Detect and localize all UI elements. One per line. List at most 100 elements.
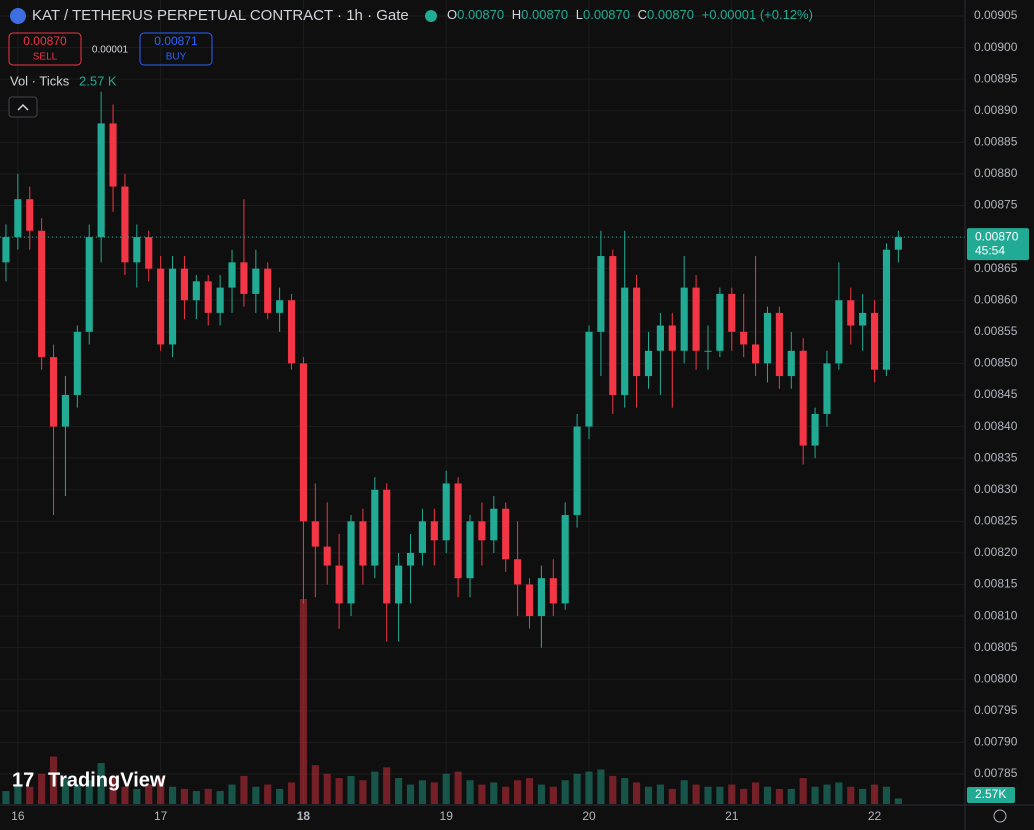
y-tick-label: 0.00885 <box>974 135 1018 149</box>
volume-bar <box>502 786 510 804</box>
candle-body <box>823 363 831 414</box>
volume-bar <box>335 778 343 804</box>
volume-bar <box>728 784 736 804</box>
label: C <box>638 7 647 22</box>
settings-icon[interactable] <box>993 809 1007 823</box>
candle-body <box>644 350 653 377</box>
y-tick-label: 0.00865 <box>974 261 1018 275</box>
y-tick-label: 0.00825 <box>974 514 1018 528</box>
candle-body <box>692 287 700 351</box>
collapse-button[interactable] <box>8 96 38 118</box>
volume-bar <box>585 771 593 804</box>
x-tick-label: 19 <box>440 809 454 823</box>
candle-body <box>406 552 415 566</box>
candle-body <box>276 300 284 313</box>
candle-body <box>597 256 605 332</box>
volume-bar <box>347 775 355 804</box>
candle-body <box>811 413 819 446</box>
volume-bar <box>299 599 307 804</box>
x-tick-label: 21 <box>725 809 739 823</box>
volume-bar <box>109 775 117 804</box>
volume-value: 2.57 K <box>79 73 117 88</box>
candle-body <box>97 123 105 238</box>
volume-bar <box>811 786 819 804</box>
spread: 0.00001 <box>92 45 129 56</box>
logo-mark: 17 <box>12 769 34 791</box>
volume-bar <box>252 786 260 804</box>
candle-body <box>299 363 307 522</box>
candle-body <box>61 395 70 427</box>
volume-bar <box>228 784 236 804</box>
y-tick-label: 0.00900 <box>974 40 1018 54</box>
candle-body <box>73 331 81 395</box>
candle-body <box>775 312 783 377</box>
value: 0.00870 <box>647 7 694 22</box>
label: O <box>447 7 457 22</box>
candle-body <box>109 123 117 187</box>
volume-bar <box>763 786 772 804</box>
candle-body <box>347 521 355 604</box>
x-tick-label: 18 <box>297 809 311 823</box>
candle-body <box>549 578 557 604</box>
volume-bar <box>2 791 10 804</box>
volume-bar <box>668 788 676 804</box>
y-tick-label: 0.00800 <box>974 671 1018 685</box>
volume-bar <box>216 791 224 804</box>
volume-badge <box>967 787 1015 803</box>
y-tick-label: 0.00830 <box>974 482 1018 496</box>
candle-body <box>609 256 617 395</box>
y-tick-label: 0.00815 <box>974 577 1018 591</box>
candle-body <box>180 268 189 301</box>
volume-bar <box>847 786 855 804</box>
candle-body <box>728 293 736 332</box>
candle-body <box>157 268 165 345</box>
volume-bar <box>752 782 760 804</box>
y-tick-label: 0.00820 <box>974 545 1018 559</box>
volume-bar <box>49 756 58 804</box>
y-tick-label: 0.00875 <box>974 198 1018 212</box>
buy-button[interactable] <box>139 32 213 66</box>
value: 0.00870 <box>583 7 630 22</box>
candle-body <box>870 312 879 370</box>
candle-body <box>847 300 855 326</box>
volume-bar <box>882 786 891 804</box>
volume-bar <box>311 765 319 804</box>
volume-bar <box>870 784 879 804</box>
candle-body <box>2 237 10 263</box>
volume-bar <box>799 778 807 804</box>
y-tick-label: 0.00795 <box>974 703 1018 717</box>
volume-bar <box>121 786 129 804</box>
candle-body <box>311 521 319 547</box>
candle-body <box>573 426 581 516</box>
candle-body <box>168 268 177 345</box>
candle-body <box>85 237 93 332</box>
candle-body <box>859 312 867 326</box>
sell-button[interactable] <box>8 32 82 66</box>
candle-body <box>14 199 22 238</box>
candle-body <box>371 489 379 566</box>
volume-bar <box>168 786 177 804</box>
candle-body <box>252 268 260 294</box>
volume-bar <box>490 782 498 804</box>
x-tick-label: 22 <box>868 809 882 823</box>
candle-body <box>383 489 391 604</box>
volume-bar <box>775 788 783 804</box>
volume-bar <box>157 778 165 804</box>
volume-bar <box>478 784 486 804</box>
volume-bar <box>716 786 724 804</box>
candle-body <box>454 483 462 579</box>
volume-badge-value: 2.57K <box>975 787 1006 801</box>
ohlc-legend: O0.00870 H0.00870 L0.00870 C0.00870 +0.0… <box>447 7 813 22</box>
volume-bar <box>621 778 629 804</box>
volume-bar <box>371 771 379 804</box>
volume-bar <box>323 773 331 804</box>
volume-bar <box>525 778 534 804</box>
volume-bar <box>692 784 700 804</box>
candle-body <box>228 262 236 288</box>
y-tick-label: 0.00890 <box>974 103 1018 117</box>
candle-body <box>478 521 486 541</box>
change: +0.00001 (+0.12%) <box>702 7 813 22</box>
volume-bar <box>740 788 748 804</box>
candle-body <box>740 331 748 345</box>
candle-body <box>287 300 296 364</box>
